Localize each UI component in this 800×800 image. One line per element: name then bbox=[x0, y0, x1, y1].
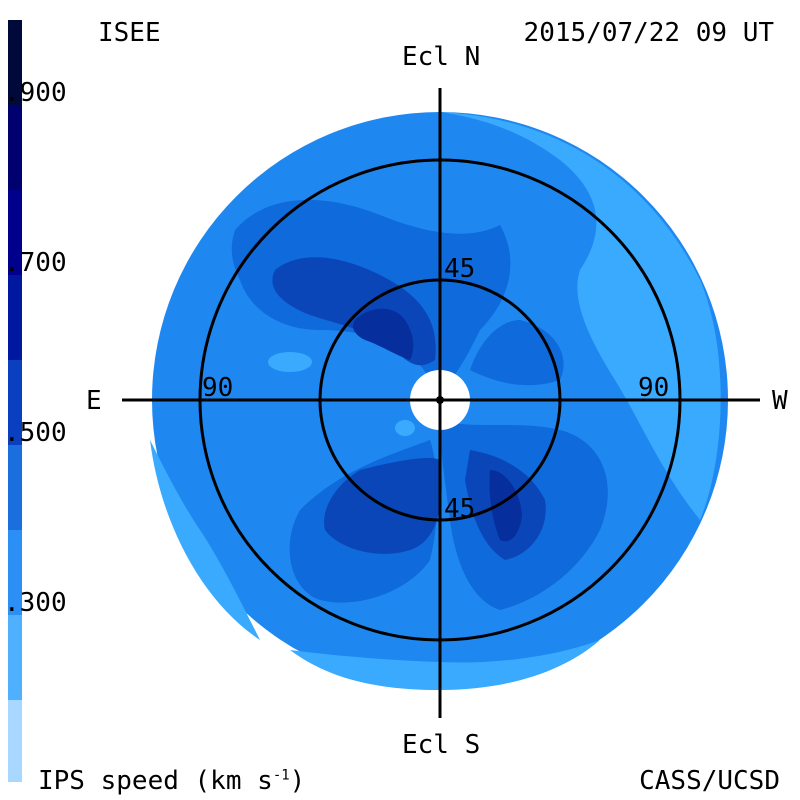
credit-label: CASS/UCSD bbox=[639, 766, 780, 796]
west-label: W bbox=[772, 386, 788, 416]
colorbar-tick-700: .700 bbox=[4, 248, 67, 278]
quantity-close: ) bbox=[289, 766, 306, 796]
colorbar-band-400 bbox=[8, 530, 22, 615]
sun-center-dot bbox=[436, 396, 444, 404]
colorbar-band-900 bbox=[8, 105, 22, 190]
colorbar-tick-500: .500 bbox=[4, 418, 67, 448]
low-speed-region-east bbox=[150, 440, 260, 640]
low-speed-region-south bbox=[290, 640, 600, 690]
colorbar-band-300 bbox=[8, 615, 22, 700]
peak-speed-region-nw bbox=[353, 308, 414, 360]
ring-90-label-right: 90 bbox=[638, 373, 670, 403]
colorbar-tick-300: .300 bbox=[4, 588, 67, 618]
low-speed-blob-center bbox=[395, 420, 415, 436]
colorbar-tick-900: .900 bbox=[4, 78, 67, 108]
ring-45-label-bottom: 45 bbox=[444, 494, 476, 524]
ecliptic-south-label: Ecl S bbox=[402, 730, 481, 760]
quantity-exponent: -1 bbox=[272, 767, 290, 784]
low-speed-region-west bbox=[440, 112, 721, 520]
ring-45-label-top: 45 bbox=[444, 254, 476, 284]
peak-speed-region-se bbox=[489, 470, 522, 542]
east-label: E bbox=[86, 386, 102, 416]
colorbar-band-700 bbox=[8, 275, 22, 360]
quantity-text: IPS speed (km s bbox=[38, 766, 273, 796]
ring-90-label-left: 90 bbox=[202, 373, 234, 403]
colorbar-quantity-label: IPS speed (km s-1) bbox=[38, 768, 305, 794]
timestamp-label: 2015/07/22 09 UT bbox=[523, 18, 774, 48]
low-speed-blob-west bbox=[268, 352, 312, 372]
colorbar-band-600 bbox=[8, 360, 22, 445]
colorbar-band-500 bbox=[8, 445, 22, 530]
colorbar-band-1000 bbox=[8, 20, 22, 105]
ecliptic-north-label: Ecl N bbox=[402, 42, 481, 72]
observatory-label: ISEE bbox=[98, 18, 161, 48]
colorbar-band-800 bbox=[8, 190, 22, 275]
colorbar bbox=[8, 20, 22, 782]
colorbar-band-200 bbox=[8, 700, 22, 782]
